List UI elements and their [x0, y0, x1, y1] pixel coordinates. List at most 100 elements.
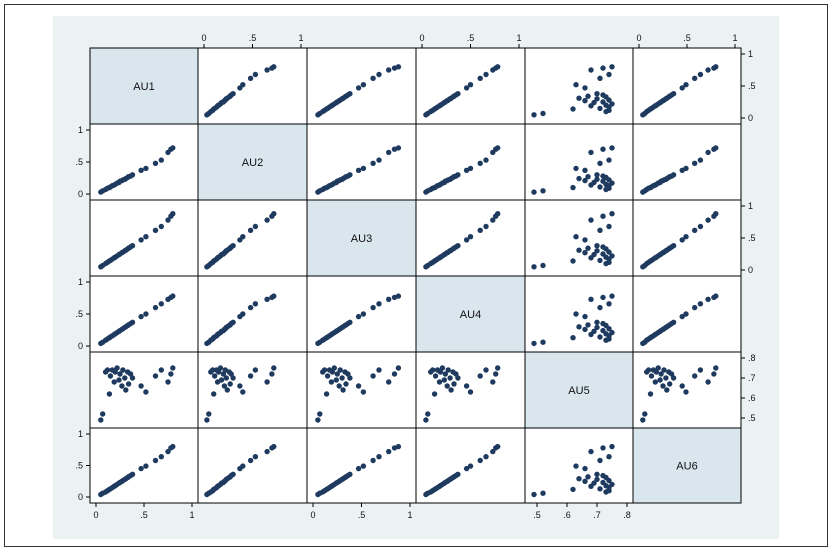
x-tick-label-au1: 1	[189, 510, 194, 520]
point-au4-vs-au5-5	[597, 334, 603, 340]
point-au2-vs-au5-12	[582, 177, 588, 184]
y-tick-label-au5: .6	[748, 393, 756, 403]
point-au5-vs-au6-26	[713, 365, 719, 371]
point-au6-vs-au5-18	[600, 472, 606, 479]
point-au3-vs-au6-22	[692, 227, 698, 233]
point-au1-vs-au2-23	[252, 71, 259, 78]
point-au1-vs-au2-19	[230, 91, 236, 97]
point-au6-vs-au1-21	[143, 463, 149, 469]
point-au5-vs-au1-7	[111, 379, 117, 385]
point-au3-vs-au5-23	[606, 223, 612, 230]
x-tick-label-au6: .5	[683, 33, 691, 43]
point-au5-vs-au1-17	[125, 381, 132, 387]
diagonal-cell-au3	[306, 199, 417, 277]
point-au2-vs-au3-20	[355, 167, 362, 173]
point-au5-vs-au3-10	[333, 377, 339, 383]
point-au2-vs-au5-4	[570, 184, 576, 191]
point-au6-vs-au3-22	[370, 457, 376, 464]
point-au3-vs-au6-20	[679, 237, 685, 243]
point-au6-vs-au1-20	[138, 465, 144, 472]
point-au4-vs-au1-19	[129, 319, 136, 325]
point-au4-vs-au5-10	[591, 328, 597, 334]
point-au4-vs-au1-22	[152, 304, 159, 311]
x-tick-label-au2: 0	[201, 33, 206, 43]
point-au2-vs-au1-21	[143, 165, 149, 172]
point-au1-vs-au4-19	[455, 91, 461, 97]
point-au5-vs-au2-18	[228, 371, 234, 377]
point-au5-vs-au6-15	[664, 387, 670, 393]
point-au1-vs-au6-19	[670, 91, 677, 97]
point-au1-vs-au5-19	[594, 91, 600, 97]
point-au4-vs-au2-21	[240, 311, 246, 317]
point-au2-vs-au1-22	[152, 160, 159, 166]
point-au6-vs-au1-26	[170, 443, 176, 450]
point-au6-vs-au3-26	[395, 443, 402, 450]
point-au4-vs-au6-19	[670, 319, 677, 325]
y-tick-label-au2: 1	[78, 125, 83, 135]
point-au1-vs-au5-25	[600, 65, 606, 71]
point-au3-vs-au1-21	[143, 234, 149, 240]
point-au6-vs-au3-20	[355, 465, 362, 472]
point-au5-vs-au2-3	[210, 367, 216, 373]
point-au5-vs-au6-3	[645, 367, 652, 373]
point-au4-vs-au5-22	[597, 304, 603, 311]
point-au5-vs-au2-10	[218, 377, 225, 383]
point-au3-vs-au5-1	[540, 262, 546, 269]
point-au4-vs-au1-20	[138, 313, 144, 320]
point-au5-vs-au6-20	[679, 383, 685, 389]
variable-label-au6: AU6	[676, 461, 697, 473]
point-au2-vs-au5-23	[606, 157, 612, 163]
point-au2-vs-au5-17	[585, 174, 591, 180]
point-au2-vs-au1-26	[170, 145, 176, 151]
point-au1-vs-au2-26	[271, 64, 277, 70]
point-au5-vs-au3-9	[331, 365, 337, 371]
point-au5-vs-au2-25	[269, 371, 275, 377]
point-au2-vs-au6-23	[697, 157, 704, 163]
x-tick-label-au3: 0	[310, 510, 315, 520]
point-au6-vs-au2-26	[271, 443, 277, 450]
point-au2-vs-au5-0	[531, 189, 537, 195]
point-au3-vs-au5-20	[582, 237, 588, 243]
point-au1-vs-au5-4	[570, 106, 576, 112]
point-au5-vs-au6-22	[692, 373, 698, 379]
point-au6-vs-au4-21	[467, 463, 474, 469]
point-au5-vs-au3-5	[324, 373, 331, 379]
point-au4-vs-au5-21	[573, 311, 579, 317]
point-au5-vs-au6-25	[711, 371, 717, 377]
point-au2-vs-au5-11	[600, 178, 606, 184]
point-au1-vs-au3-20	[355, 85, 362, 91]
point-au5-vs-au3-24	[386, 379, 392, 385]
point-au1-vs-au5-15	[576, 95, 582, 101]
point-au5-vs-au3-13	[337, 367, 343, 373]
point-au3-vs-au1-19	[129, 243, 136, 249]
point-au1-vs-au5-18	[600, 92, 606, 98]
point-au6-vs-au5-24	[588, 448, 594, 455]
point-au5-vs-au1-8	[112, 369, 118, 375]
point-au2-vs-au5-18	[600, 173, 606, 179]
point-au5-vs-au3-17	[343, 381, 349, 387]
point-au3-vs-au2-24	[264, 217, 270, 223]
point-au4-vs-au5-23	[606, 301, 612, 307]
point-au4-vs-au5-14	[594, 324, 600, 331]
point-au1-vs-au3-26	[395, 64, 402, 70]
point-au5-vs-au6-12	[660, 383, 666, 389]
point-au6-vs-au5-20	[582, 465, 588, 472]
point-au6-vs-au1-23	[158, 454, 164, 460]
point-au5-vs-au3-14	[339, 375, 345, 381]
diagonal-cell-au4	[415, 275, 526, 353]
point-au5-vs-au2-19	[230, 375, 236, 381]
point-au3-vs-au2-21	[240, 234, 246, 240]
point-au3-vs-au5-0	[531, 264, 537, 270]
point-au2-vs-au5-22	[597, 160, 603, 166]
point-au4-vs-au5-9	[609, 329, 615, 336]
point-au1-vs-au3-22	[370, 75, 376, 82]
point-au2-vs-au5-19	[594, 172, 600, 178]
point-au3-vs-au5-17	[585, 245, 591, 251]
point-au4-vs-au5-24	[588, 296, 594, 302]
point-au5-vs-au1-9	[114, 365, 120, 371]
point-au1-vs-au5-12	[582, 98, 588, 104]
point-au4-vs-au1-26	[170, 293, 176, 299]
point-au5-vs-au6-8	[653, 369, 659, 375]
point-au4-vs-au6-22	[692, 304, 698, 311]
point-au5-vs-au1-24	[165, 379, 171, 385]
